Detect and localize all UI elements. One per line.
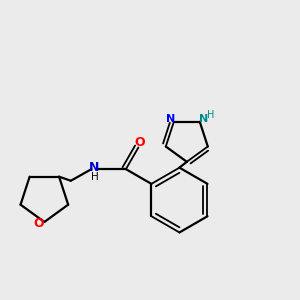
- Text: O: O: [33, 217, 44, 230]
- Text: N: N: [166, 115, 175, 124]
- Text: O: O: [135, 136, 145, 149]
- Text: H: H: [207, 110, 215, 120]
- Text: H: H: [91, 172, 98, 182]
- Text: N: N: [89, 161, 100, 174]
- Text: N: N: [199, 115, 208, 124]
